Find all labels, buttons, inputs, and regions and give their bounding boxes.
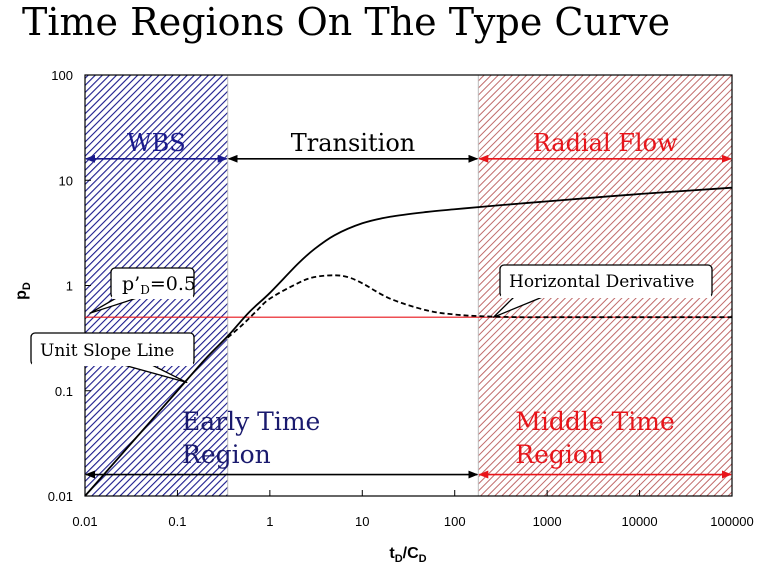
y-tick-label: 0.1 xyxy=(55,384,73,399)
x-tick-label: 1000 xyxy=(533,514,562,529)
y-tick-label: 0.01 xyxy=(48,489,73,504)
x-tick-label: 100 xyxy=(444,514,466,529)
x-tick-label: 10000 xyxy=(621,514,657,529)
callout-horizontal-derivative-label: Horizontal Derivative xyxy=(509,272,695,292)
region-label-transition: Transition xyxy=(291,129,415,157)
early-time-label: Early Time xyxy=(182,407,320,436)
x-tick-label: 0.1 xyxy=(168,514,186,529)
callout-gap xyxy=(32,363,193,366)
callout-pointer xyxy=(89,296,141,314)
y-tick-label: 10 xyxy=(59,173,73,188)
series-line-derivative xyxy=(227,274,732,339)
series-line-pressure xyxy=(84,186,733,497)
middle-time-label: Region xyxy=(515,440,604,469)
callout-unit-slope-label: Unit Slope Line xyxy=(40,341,174,361)
x-tick-label: 1 xyxy=(266,514,273,529)
early-time-label: Region xyxy=(182,440,271,469)
x-tick-label: 0.01 xyxy=(72,514,97,529)
region-label-wbs: WBS xyxy=(127,129,186,157)
x-axis-title: tD/CD xyxy=(389,545,426,565)
callout-unit-slope: Unit Slope Line xyxy=(30,332,195,384)
y-axis-title: pD xyxy=(13,282,33,300)
y-tick-label: 1 xyxy=(66,279,73,294)
region-label-radial-flow: Radial Flow xyxy=(533,129,678,157)
y-tick-label: 100 xyxy=(51,68,73,83)
callout-gap xyxy=(501,295,711,298)
callout-pointer xyxy=(119,363,188,384)
callout-gap xyxy=(112,296,193,299)
axes-layer: 0.01 0.1 1 10 100 1000 10000 100000 0.01 0.1 1 10 10… xyxy=(48,68,754,529)
x-tick-label: 10 xyxy=(355,514,369,529)
page-title: Time Regions On The Type Curve xyxy=(22,0,671,44)
x-tick-label: 100000 xyxy=(710,514,753,529)
callout-pd-label: p’D=0.5 xyxy=(122,273,196,297)
callout-pd-derivative: p’D=0.5 xyxy=(89,267,196,314)
middle-time-label: Middle Time xyxy=(515,407,675,436)
label-layer: WBS Transition Radial Flow Early Time Region… xyxy=(30,129,732,479)
callout-horizontal-derivative: Horizontal Derivative xyxy=(492,264,713,318)
series-layer xyxy=(84,186,733,497)
callout-pointer xyxy=(492,295,546,318)
